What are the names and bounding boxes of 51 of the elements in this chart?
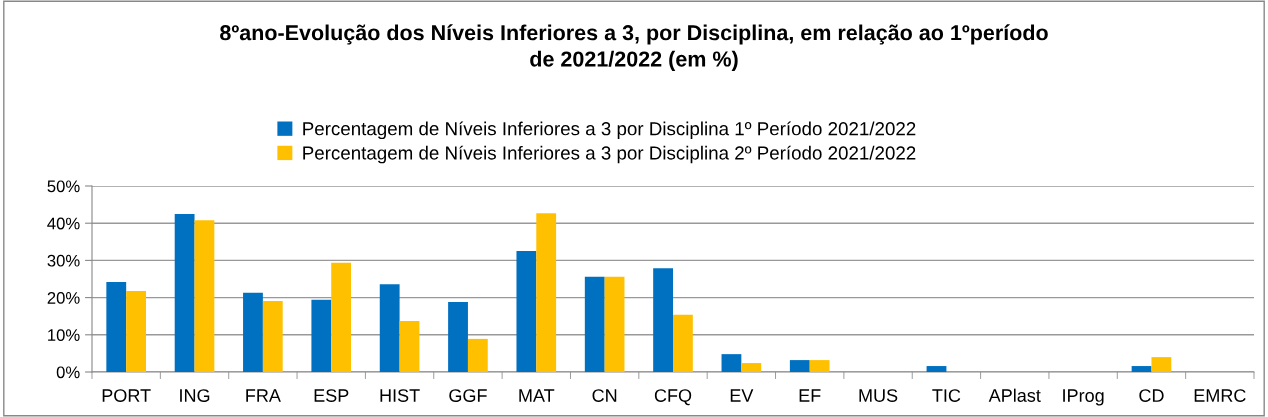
bar xyxy=(604,276,625,372)
x-tick-label: EV xyxy=(730,389,754,402)
y-tick-label: 0% xyxy=(56,366,80,379)
bar xyxy=(379,284,400,372)
bar xyxy=(194,220,215,372)
y-tick-label: 20% xyxy=(47,292,80,304)
bar xyxy=(126,290,146,372)
bar xyxy=(653,268,673,372)
x-tick-label: MAT xyxy=(519,389,555,402)
bar xyxy=(311,299,332,372)
bar xyxy=(516,251,537,372)
y-tick-label: 50% xyxy=(47,180,80,193)
bar xyxy=(741,363,762,372)
x-tick-label: IProg xyxy=(1063,389,1104,406)
x-tick-label: ING xyxy=(180,389,210,402)
x-tick-label: ESP xyxy=(314,389,349,402)
bar xyxy=(243,292,263,372)
bar xyxy=(448,302,468,372)
legend-label: Percentagem de Níveis Inferiores a 3 por Disciplina 2º Período 2021/2022 xyxy=(303,145,916,164)
bar xyxy=(584,276,605,372)
x-tick-label: APlast xyxy=(988,388,1041,402)
x-tick-label: GGF xyxy=(449,389,487,402)
bar xyxy=(926,366,947,372)
bar xyxy=(1151,357,1172,372)
y-tick-label: 40% xyxy=(47,217,80,230)
y-tick-label: 10% xyxy=(48,329,80,341)
x-tick-label: CFQ xyxy=(654,389,692,406)
bar xyxy=(467,338,488,372)
x-tick-label: EMRC xyxy=(1194,389,1246,402)
bar xyxy=(174,213,195,372)
bar xyxy=(399,321,420,372)
x-tick-label: HIST xyxy=(380,389,420,402)
bar xyxy=(106,281,127,372)
bar xyxy=(536,213,557,372)
y-tick-label: 30% xyxy=(47,254,80,267)
bar xyxy=(721,354,742,372)
bar xyxy=(331,262,352,372)
chart-title: 8ºano-Evolução dos Níveis Inferiores a 3, por Disciplina, em relação ao 1ºperíodo de 2021/2022 (em %) xyxy=(220,24,1048,71)
x-tick-label: CD xyxy=(1139,389,1164,402)
x-tick-label: PORT xyxy=(102,389,151,402)
x-tick-label: MUS xyxy=(859,389,898,402)
bar xyxy=(1131,366,1152,372)
x-tick-label: EF xyxy=(799,389,821,402)
x-tick-label: CN xyxy=(592,389,617,402)
bar xyxy=(809,360,830,372)
bar xyxy=(673,314,693,372)
bar xyxy=(262,300,283,372)
x-tick-label: TIC xyxy=(932,389,961,402)
legend-label: Percentagem de Níveis Inferiores a 3 por Disciplina 1º Período 2021/2022 xyxy=(303,121,916,140)
x-tick-label: FRA xyxy=(246,389,281,402)
bar xyxy=(789,360,810,372)
